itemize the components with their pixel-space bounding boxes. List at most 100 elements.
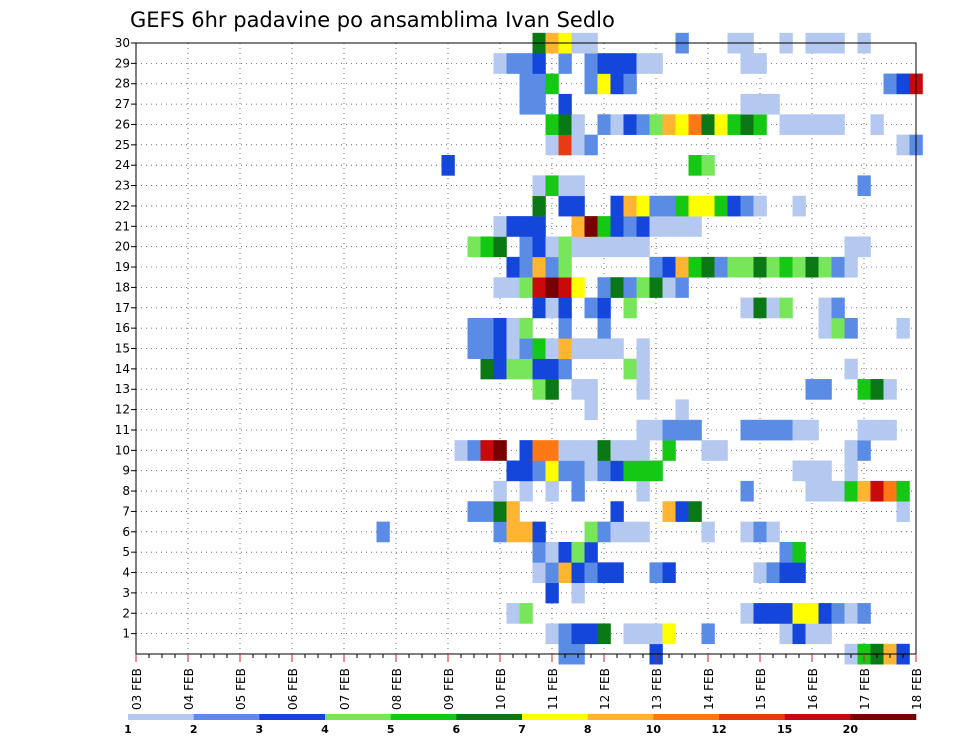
y-tick-label: 4 [122,566,130,580]
precip-cell [857,480,871,502]
precip-cell [831,603,845,624]
precip-cell [636,419,650,441]
y-axis: 1234567891011121314151617181920212223242… [115,36,136,641]
precip-cell [636,216,650,237]
precip-cell [571,175,585,197]
precip-cell [597,216,611,237]
precip-cell [584,521,598,543]
precip-cell [649,216,663,237]
precip-cell [480,338,494,359]
legend-label: 10 [646,723,662,736]
precip-cell [545,460,559,482]
precip-cell [818,379,832,400]
precip-cell [545,256,559,278]
precip-cell [792,603,806,624]
precip-cell [792,541,806,563]
precip-cell [545,73,559,95]
precip-cell [870,480,884,502]
precip-cell [558,541,572,563]
precip-cell [558,93,572,115]
precip-cell [753,93,767,115]
legend-swatch [850,714,917,720]
precip-cell [779,419,793,441]
precip-cell [675,114,689,135]
precip-cell [623,297,637,319]
precip-cell [506,317,520,339]
precip-cell [779,256,793,278]
precip-cell [623,440,637,461]
precip-cell [558,175,572,197]
precip-cell [480,236,494,258]
legend-swatch [128,714,194,720]
y-tick-label: 25 [115,138,130,152]
precip-cell [610,460,624,482]
precip-cell [558,256,572,278]
precip-cell [597,440,611,461]
precip-cell [766,521,780,543]
y-tick-label: 5 [122,545,130,559]
precip-cell [532,338,546,359]
precip-cell [753,419,767,441]
x-tick-label: 09 FEB [442,668,456,710]
precip-cell [532,256,546,278]
precip-cell [636,358,650,380]
legend-swatch [456,714,523,720]
precip-cell [844,480,858,502]
precip-cell [519,480,533,502]
precip-cell [831,256,845,278]
legend-swatch [522,714,588,720]
precip-cell [532,53,546,74]
precip-cell [506,358,520,380]
precip-cell [506,521,520,543]
precip-cell [545,277,559,298]
precip-cell [571,623,585,645]
x-tick-label: 18 FEB [910,668,924,710]
y-tick-label: 17 [115,301,130,315]
precip-cell [454,440,468,461]
precip-cell [584,562,598,584]
precip-cell [740,53,754,74]
precip-cell [714,440,728,461]
legend-label: 20 [843,723,859,736]
precip-cell [675,256,689,278]
precip-cell [545,440,559,461]
precip-cell [584,73,598,95]
precip-cell [701,195,715,217]
precip-cell [558,277,572,298]
precip-cell [506,277,520,298]
precip-cell [519,53,533,74]
precip-cell [740,256,754,278]
legend-swatch [390,714,457,720]
precip-cell [623,195,637,217]
y-tick-label: 20 [115,240,130,254]
precip-cell [766,93,780,115]
precip-cell [584,297,598,319]
precip-cell [870,419,884,441]
precip-cell [623,277,637,298]
precip-cell [844,358,858,380]
y-tick-label: 21 [115,219,130,233]
precip-cell [571,440,585,461]
precip-cell [571,338,585,359]
precip-cell [545,297,559,319]
precip-cell [844,460,858,482]
precip-cell [519,521,533,543]
precip-cell [519,256,533,278]
y-tick-label: 18 [115,280,130,294]
legend-swatch [259,714,326,720]
precip-cell [532,216,546,237]
precip-cell [584,460,598,482]
precip-cell [675,195,689,217]
precip-cell [844,440,858,461]
precip-cell [532,379,546,400]
precip-cell [467,338,481,359]
precip-cell [649,562,663,584]
precip-cell [519,93,533,115]
precip-cell [662,623,676,645]
precip-cell [480,440,494,461]
precip-cell [688,419,702,441]
precip-cell [610,440,624,461]
precip-cell [740,93,754,115]
precip-cell [701,623,715,645]
precip-cell [493,317,507,339]
